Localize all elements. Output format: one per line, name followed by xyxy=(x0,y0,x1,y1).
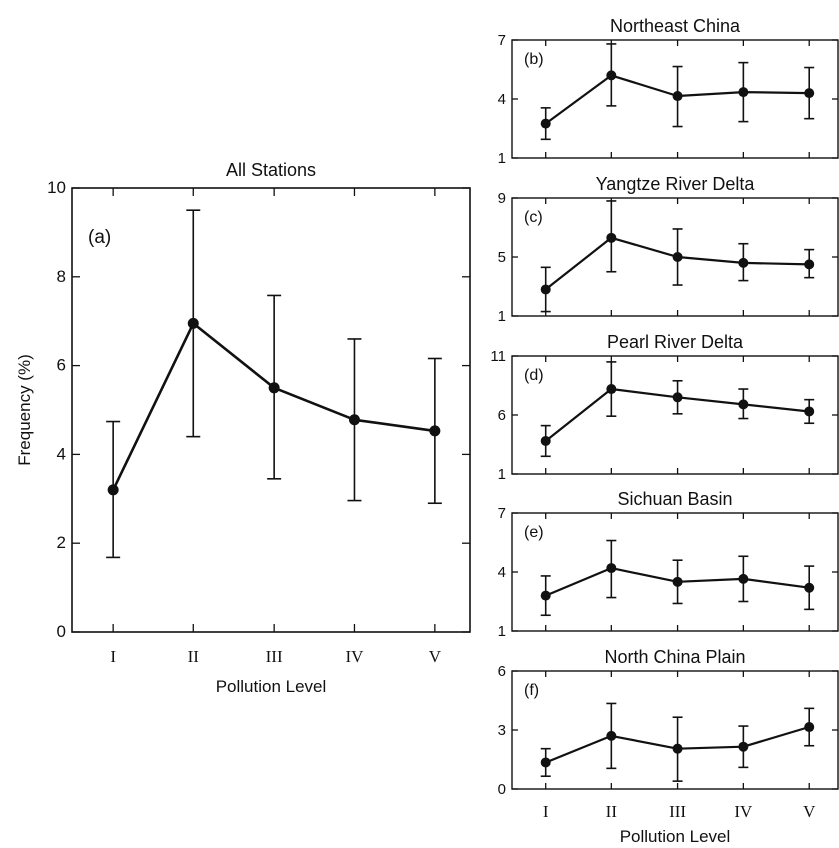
x-tick-label: V xyxy=(429,647,442,666)
panel-label: (d) xyxy=(524,367,544,384)
y-tick-label: 6 xyxy=(57,356,66,375)
x-tick-label: IV xyxy=(734,802,753,821)
plot-frame xyxy=(71,187,471,633)
data-point xyxy=(107,484,119,496)
data-point xyxy=(738,741,749,752)
data-point xyxy=(540,435,551,446)
y-tick-label: 11 xyxy=(490,348,506,365)
y-tick-label: 7 xyxy=(498,32,506,49)
data-point xyxy=(187,317,199,329)
y-tick-label: 2 xyxy=(57,533,66,552)
data-point xyxy=(738,399,749,410)
data-point xyxy=(348,414,360,426)
x-tick-label: III xyxy=(669,802,686,821)
panel-label: (a) xyxy=(88,227,111,248)
x-axis-label: Pollution Level xyxy=(620,827,731,846)
x-axis-label: Pollution Level xyxy=(216,677,327,696)
y-tick-label: 1 xyxy=(498,150,506,167)
x-tick-label: V xyxy=(803,802,816,821)
data-point xyxy=(606,730,617,741)
panel-b: Northeast China (b) 1 4 7 xyxy=(498,16,839,167)
y-tick-label: 4 xyxy=(498,564,506,581)
data-point xyxy=(606,70,617,81)
y-tick-label: 8 xyxy=(57,267,66,286)
y-tick-label: 6 xyxy=(498,407,506,424)
y-tick-label: 4 xyxy=(57,444,66,463)
plot-frame xyxy=(511,355,839,475)
y-tick-label: 9 xyxy=(498,190,506,207)
data-point xyxy=(672,392,683,403)
x-tick-label: IV xyxy=(345,647,364,666)
chart-title: Northeast China xyxy=(610,16,741,36)
y-tick-label: 1 xyxy=(498,466,506,483)
chart-title: Yangtze River Delta xyxy=(596,174,756,194)
y-tick-label: 4 xyxy=(498,91,506,108)
data-point xyxy=(606,384,617,395)
data-point xyxy=(540,757,551,768)
chart-title: All Stations xyxy=(226,160,316,180)
x-tick-label: II xyxy=(606,802,618,821)
chart-title: Sichuan Basin xyxy=(617,489,732,509)
data-point xyxy=(804,88,815,99)
data-point xyxy=(738,87,749,98)
data-point xyxy=(804,259,815,270)
panel-d: Pearl River Delta (d) 1 6 11 xyxy=(490,332,839,483)
panel-label: (e) xyxy=(524,524,544,541)
panel-e: Sichuan Basin (e) 1 4 7 xyxy=(498,489,839,640)
x-tick-label: I xyxy=(110,647,116,666)
data-point xyxy=(540,118,551,129)
plot-frame xyxy=(511,670,839,790)
data-point xyxy=(540,590,551,601)
y-tick-label: 5 xyxy=(498,249,506,266)
data-point xyxy=(429,425,441,437)
x-tick-label: I xyxy=(543,802,549,821)
panel-label: (c) xyxy=(524,209,543,226)
y-tick-label: 1 xyxy=(498,308,506,325)
data-point xyxy=(672,91,683,102)
data-point xyxy=(672,576,683,587)
y-tick-label: 1 xyxy=(498,623,506,640)
chart-title: Pearl River Delta xyxy=(607,332,744,352)
y-tick-label: 7 xyxy=(498,505,506,522)
y-tick-label: 0 xyxy=(57,622,66,641)
y-tick-label: 10 xyxy=(47,178,66,197)
data-point xyxy=(268,382,280,394)
chart-title: North China Plain xyxy=(604,647,745,667)
panel-c: Yangtze River Delta (c) 1 5 9 xyxy=(498,174,839,325)
y-tick-label: 6 xyxy=(498,663,506,680)
data-point xyxy=(738,257,749,268)
data-point xyxy=(540,284,551,295)
x-tick-label: II xyxy=(188,647,200,666)
plot-frame xyxy=(511,512,839,632)
data-point xyxy=(804,582,815,593)
data-point xyxy=(738,573,749,584)
x-tick-label: III xyxy=(266,647,283,666)
data-point xyxy=(804,722,815,733)
panel-label: (f) xyxy=(524,682,539,699)
data-point xyxy=(606,563,617,574)
data-point xyxy=(672,743,683,754)
data-point xyxy=(606,232,617,243)
y-tick-label: 0 xyxy=(498,781,506,798)
y-tick-label: 3 xyxy=(498,722,506,739)
y-axis-label: Frequency (%) xyxy=(15,354,34,465)
data-point xyxy=(804,406,815,417)
data-point xyxy=(672,252,683,262)
panel-label: (b) xyxy=(524,51,544,68)
